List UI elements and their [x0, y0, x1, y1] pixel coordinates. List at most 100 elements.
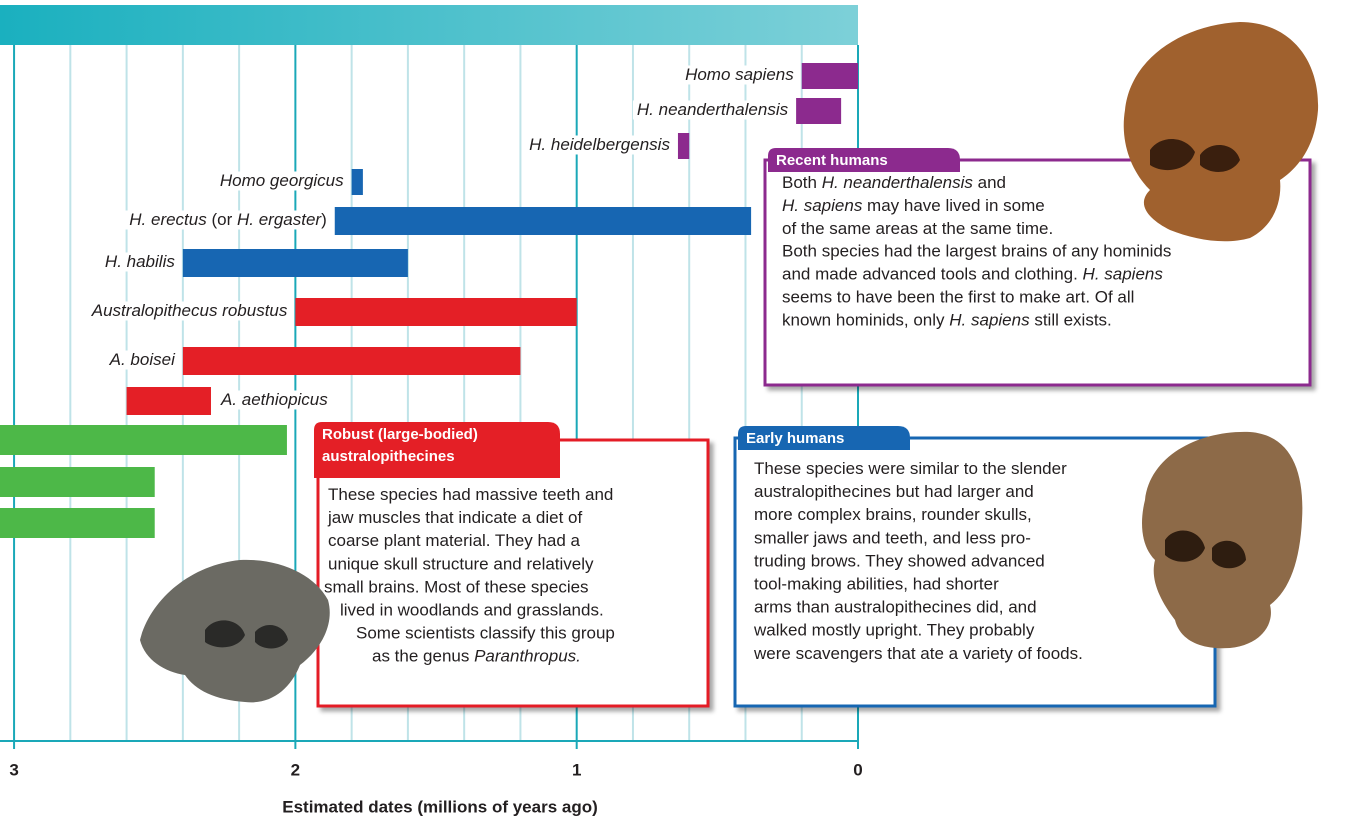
text-run: ) — [321, 210, 327, 229]
text-run: A. aethiopicus — [220, 390, 328, 409]
x-tick-label: 0 — [853, 760, 862, 779]
annotation-line: walked mostly upright. They probably — [753, 621, 1035, 640]
bar — [126, 387, 211, 415]
text-run: and — [973, 173, 1006, 192]
bar-label: Homo georgicus — [220, 171, 344, 190]
text-run: coarse plant material. They had a — [328, 532, 581, 551]
annotation-line: These species had massive teeth and — [328, 485, 613, 504]
bar — [334, 207, 752, 235]
annotation-box — [316, 438, 710, 708]
text-run: Both — [782, 173, 822, 192]
skull-eye — [1165, 530, 1246, 569]
bar — [801, 63, 858, 89]
label-background — [100, 252, 180, 272]
annotation-line: australopithecines but had larger and — [754, 483, 1034, 502]
text-run: australopithecines but had larger and — [754, 483, 1034, 502]
text-run: H. habilis — [105, 252, 175, 271]
annotation-line: Both H. neanderthalensis and — [782, 173, 1006, 192]
x-tick-label: 1 — [572, 760, 581, 779]
annotation-line: arms than australopithecines did, and — [754, 598, 1037, 617]
text-run: H. neanderthalensis — [637, 100, 789, 119]
text-run: Homo sapiens — [685, 65, 794, 84]
annotation-title: australopithecines — [322, 448, 455, 465]
label-background — [632, 100, 793, 120]
annotation-line: more complex brains, rounder skulls, — [754, 506, 1032, 525]
annotation-title: Early humans — [746, 430, 844, 447]
text-run: and made advanced tools and clothing. — [782, 265, 1083, 284]
annotation-line: as the genus Paranthropus. — [372, 647, 581, 666]
annotation-line: tool-making abilities, had shorter — [754, 575, 999, 594]
annotation-line: truding brows. They showed advanced — [754, 552, 1045, 571]
text-run: H. heidelbergensis — [529, 135, 670, 154]
text-run: of the same areas at the same time. — [782, 219, 1053, 238]
text-run: H. erectus — [129, 210, 207, 229]
text-run: Some scientists classify this group — [356, 624, 615, 643]
text-run: may have lived in some — [862, 196, 1044, 215]
annotation-line: of the same areas at the same time. — [782, 219, 1053, 238]
labels: Homo sapiens H. neanderthalensis H. heidel… — [86, 65, 799, 410]
annotation-line: small brains. Most of these species — [324, 578, 589, 597]
annotation-tab — [314, 422, 560, 478]
text-run: H. neanderthalensis — [822, 173, 974, 192]
skull-image — [1123, 22, 1319, 242]
annotation-title: Recent humans — [776, 152, 888, 169]
label-background — [104, 350, 181, 370]
label-background — [525, 135, 675, 155]
annotation-line: lived in woodlands and grasslands. — [340, 601, 604, 620]
bar-label: H. habilis — [105, 252, 175, 271]
bar — [295, 298, 577, 326]
text-run: walked mostly upright. They probably — [753, 621, 1035, 640]
bar — [677, 133, 690, 159]
annotation-line: jaw muscles that indicate a diet of — [327, 509, 582, 528]
text-run: more complex brains, rounder skulls, — [754, 506, 1032, 525]
annotation-line: unique skull structure and relatively — [328, 555, 594, 574]
text-run: small brains. Most of these species — [324, 578, 589, 597]
text-run: known hominids, only — [782, 311, 949, 330]
annotation-tab — [738, 426, 910, 450]
bar — [182, 249, 408, 277]
text-run: as the genus — [372, 647, 474, 666]
text-run: H. ergaster — [237, 210, 322, 229]
bar — [182, 347, 521, 375]
skull-eye — [205, 620, 288, 649]
text-run: jaw muscles that indicate a diet of — [327, 509, 582, 528]
text-run: Homo georgicus — [220, 171, 344, 190]
skull-image — [1142, 431, 1303, 649]
text-run: unique skull structure and relatively — [328, 555, 594, 574]
annotation-tab — [768, 148, 960, 172]
bar-label: H. heidelbergensis — [529, 135, 670, 154]
bar-label: H. erectus (or H. ergaster) — [129, 210, 326, 229]
text-run: smaller jaws and teeth, and less pro- — [754, 529, 1031, 548]
text-run: These species were similar to the slende… — [754, 459, 1067, 478]
text-run: H. sapiens — [782, 196, 863, 215]
x-axis-label: Estimated dates (millions of years ago) — [282, 797, 598, 816]
annotation-line: and made advanced tools and clothing. H.… — [782, 265, 1163, 284]
annotation-line: These species were similar to the slende… — [754, 459, 1067, 478]
text-run: lived in woodlands and grasslands. — [340, 601, 604, 620]
text-run: H. sapiens — [949, 311, 1030, 330]
text-run: Australopithecus robustus — [91, 301, 288, 320]
label-background — [215, 390, 333, 410]
bar-label: Homo sapiens — [685, 65, 794, 84]
annotation-line: seems to have been the first to make art… — [782, 288, 1134, 307]
text-run: were scavengers that ate a variety of fo… — [753, 644, 1083, 663]
header-band — [0, 5, 858, 45]
annotation-line: known hominids, only H. sapiens still ex… — [782, 311, 1112, 330]
annotation-line: Both species had the largest brains of a… — [782, 242, 1171, 261]
bar-label: Australopithecus robustus — [91, 301, 288, 320]
text-run: Paranthropus. — [474, 647, 581, 666]
skull-eye — [1150, 138, 1240, 172]
bar — [796, 98, 842, 124]
skull-images — [140, 22, 1319, 703]
text-run: H. sapiens — [1083, 265, 1164, 284]
x-tick-label: 2 — [291, 760, 300, 779]
annotation-box — [733, 436, 1217, 708]
text-run: These species had massive teeth and — [328, 485, 613, 504]
text-run: (or — [207, 210, 237, 229]
bar-label: H. neanderthalensis — [637, 100, 789, 119]
bar — [0, 467, 155, 497]
annotation-line: smaller jaws and teeth, and less pro- — [754, 529, 1031, 548]
text-run: still exists. — [1030, 311, 1112, 330]
annotation-line: H. sapiens may have lived in some — [782, 196, 1045, 215]
text-run: arms than australopithecines did, and — [754, 598, 1037, 617]
